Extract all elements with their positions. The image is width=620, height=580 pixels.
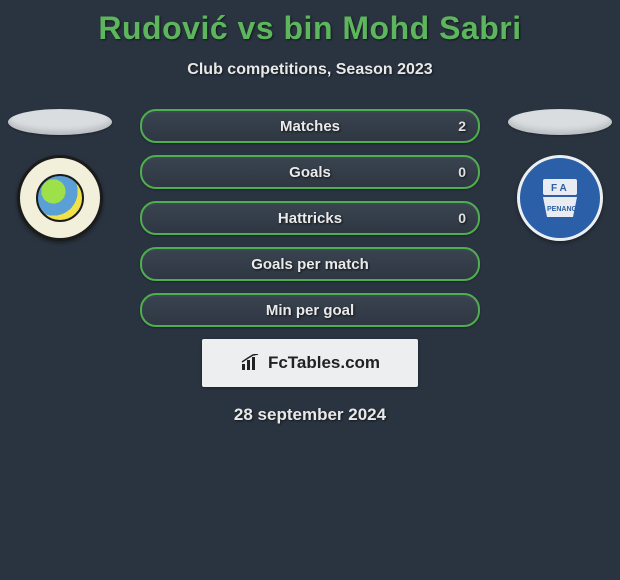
player-left-avatar	[8, 109, 112, 135]
stat-right-value: 2	[458, 118, 466, 134]
stat-label: Matches	[280, 118, 340, 135]
brand-box: FcTables.com	[202, 339, 418, 387]
stat-right-value: 0	[458, 210, 466, 226]
stat-right-value: 0	[458, 164, 466, 180]
club-badge-right-inner: F A PENANG	[535, 173, 585, 223]
stat-row: Goals per match	[140, 247, 480, 281]
club-badge-left	[17, 155, 103, 241]
player-right-column: F A PENANG	[500, 109, 620, 241]
svg-text:PENANG: PENANG	[547, 206, 578, 213]
brand-text: FcTables.com	[268, 353, 380, 373]
stat-label: Hattricks	[278, 210, 342, 227]
svg-text:F A: F A	[551, 183, 567, 194]
stat-row: Goals 0	[140, 155, 480, 189]
page-title: Rudović vs bin Mohd Sabri	[0, 0, 620, 47]
stat-label: Min per goal	[266, 302, 354, 319]
player-right-avatar	[508, 109, 612, 135]
stat-label: Goals per match	[251, 256, 369, 273]
club-badge-left-inner	[36, 174, 84, 222]
stat-row: Matches 2	[140, 109, 480, 143]
stat-row: Min per goal	[140, 293, 480, 327]
stat-rows: Matches 2 Goals 0 Hattricks 0 Goals per …	[140, 109, 480, 327]
stat-label: Goals	[289, 164, 331, 181]
date-text: 28 september 2024	[0, 405, 620, 425]
stat-row: Hattricks 0	[140, 201, 480, 235]
page-subtitle: Club competitions, Season 2023	[0, 61, 620, 79]
comparison-content: F A PENANG Matches 2 Goals 0 Hattricks 0…	[0, 109, 620, 425]
club-badge-right: F A PENANG	[517, 155, 603, 241]
player-left-column	[0, 109, 120, 241]
brand-chart-icon	[240, 354, 262, 372]
